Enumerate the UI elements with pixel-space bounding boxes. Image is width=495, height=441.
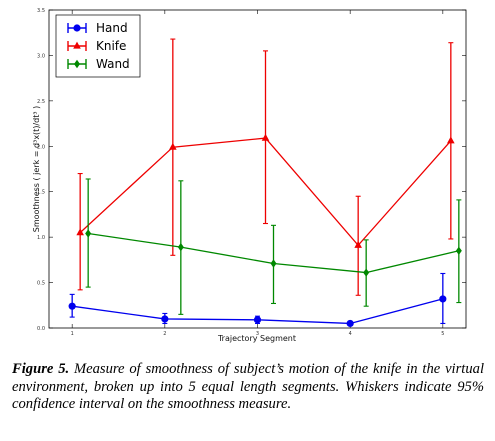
y-tick-label: 2.0 — [37, 144, 45, 150]
data-point — [439, 295, 447, 303]
legend-item-knife: Knife — [67, 39, 126, 53]
x-axis-label: Trajectory Segment — [217, 334, 296, 343]
x-tick-label: 3 — [256, 331, 259, 337]
data-point — [68, 302, 76, 310]
series-hand — [68, 272, 447, 328]
legend-label: Knife — [96, 39, 126, 53]
x-tick-label: 2 — [163, 331, 166, 337]
data-point — [76, 228, 84, 236]
data-point — [73, 41, 81, 49]
data-point — [177, 242, 184, 252]
data-point — [447, 136, 455, 144]
legend-label: Wand — [96, 57, 130, 71]
x-tick-label: 4 — [349, 331, 352, 337]
legend-item-wand: Wand — [67, 57, 130, 71]
caption-label: Figure 5. — [12, 361, 70, 377]
y-tick-label: 1.5 — [37, 190, 45, 196]
data-point — [455, 246, 462, 255]
data-point — [169, 142, 177, 150]
data-point — [85, 229, 92, 238]
data-point — [270, 259, 277, 268]
y-tick-label: 3.5 — [37, 8, 45, 14]
data-point — [363, 268, 370, 277]
y-axis-ticks: 0.0 0.5 1.0 1.5 2.0 2.5 3.0 3.5 — [37, 8, 466, 332]
y-tick-label: 1.0 — [37, 235, 45, 241]
legend: Hand Knife Wand — [55, 14, 141, 78]
y-tick-label: 2.5 — [37, 99, 45, 105]
y-tick-label: 0.0 — [37, 326, 45, 332]
legend-label: Hand — [96, 21, 128, 35]
series-wand — [85, 178, 462, 315]
caption-text: Measure of smoothness of subject’s motio… — [12, 361, 484, 413]
y-axis-label: Smoothness ( jerk = d³x(t)/dt³ ) — [32, 106, 41, 232]
figure-caption: Figure 5. Measure of smoothness of subje… — [12, 361, 484, 414]
series-knife — [76, 38, 455, 296]
data-point — [161, 315, 169, 323]
data-point — [253, 316, 262, 324]
data-point — [73, 24, 81, 32]
legend-item-hand: Hand — [67, 21, 128, 35]
series-layer — [68, 38, 462, 328]
x-tick-label: 5 — [441, 331, 444, 337]
y-tick-label: 0.5 — [37, 281, 45, 287]
data-point — [74, 59, 80, 69]
y-tick-label: 3.0 — [37, 53, 45, 59]
smoothness-chart: 0.0 0.5 1.0 1.5 2.0 2.5 3.0 3.5 1 2 3 4 5 Smoothnes… — [32, 8, 467, 343]
data-point — [346, 319, 354, 328]
x-tick-label: 1 — [71, 331, 74, 337]
data-point — [261, 133, 270, 141]
data-point — [354, 240, 362, 248]
